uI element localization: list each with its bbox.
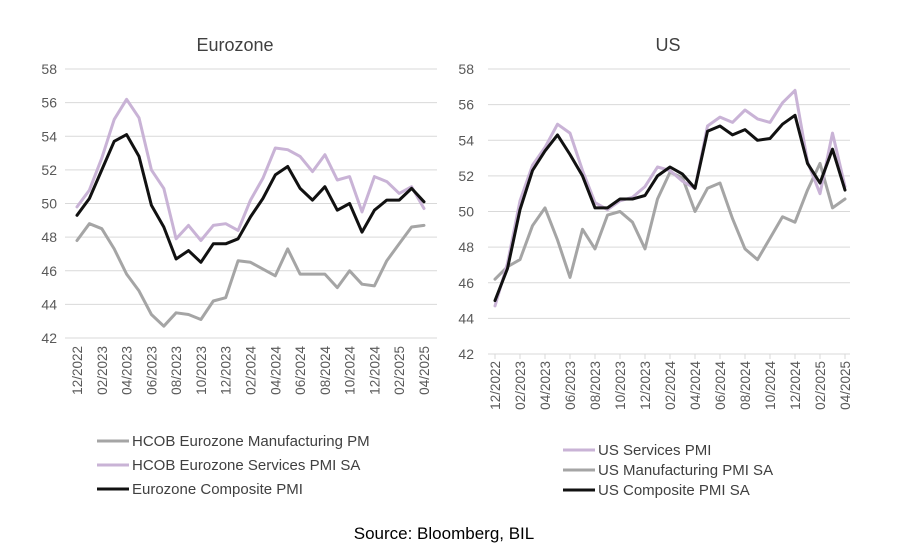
us-y-axis: 58 56 54 52 50 48 46 44 42 (458, 61, 474, 362)
us-legend-label-composite: US Composite PMI SA (598, 482, 750, 499)
eurozone-y-tick-label: 58 (41, 61, 57, 77)
us-y-tick-label: 44 (458, 310, 474, 326)
eurozone-x-tick-label: 10/2024 (343, 346, 358, 395)
eurozone-legend-label-manufacturing: HCOB Eurozone Manufacturing PM (132, 433, 370, 450)
us-manufacturing-line (493, 161, 847, 281)
us-legend-item-manufacturing: US Manufacturing PMI SA (563, 462, 773, 479)
us-chart-title: US (655, 35, 680, 55)
eurozone-x-tick-label: 04/2024 (268, 346, 283, 395)
eurozone-chart: Eurozone 58 56 54 52 50 48 46 44 42 12/2022 02/20… (41, 35, 437, 498)
eurozone-legend-label-services: HCOB Eurozone Services PMI SA (132, 457, 360, 474)
eurozone-legend: HCOB Eurozone Manufacturing PM HCOB Euroz… (97, 433, 370, 498)
us-y-tick-label: 48 (458, 239, 474, 255)
us-services-line (493, 88, 847, 308)
us-legend-label-manufacturing: US Manufacturing PMI SA (598, 462, 773, 479)
us-x-tick-label: 10/2023 (613, 361, 628, 410)
us-series (493, 88, 847, 308)
eurozone-x-tick-label: 06/2024 (293, 346, 308, 395)
us-x-tick-label: 06/2023 (563, 361, 578, 410)
source-caption: Source: Bloomberg, BIL (354, 524, 534, 543)
eurozone-x-tick-label: 02/2023 (95, 346, 110, 395)
eurozone-x-tick-label: 12/2022 (70, 346, 85, 395)
eurozone-x-tick-label: 10/2023 (194, 346, 209, 395)
us-composite-line (493, 113, 847, 303)
eurozone-manufacturing-line (75, 222, 426, 328)
us-legend-item-services: US Services PMI (563, 442, 711, 459)
eurozone-series (75, 97, 426, 328)
eurozone-legend-item-manufacturing: HCOB Eurozone Manufacturing PM (97, 433, 370, 450)
eurozone-x-tick-label: 12/2023 (219, 346, 234, 395)
us-x-tick-label: 10/2024 (763, 361, 778, 410)
eurozone-x-tick-label: 06/2023 (144, 346, 159, 395)
us-legend: US Services PMI US Manufacturing PMI SA US… (563, 442, 773, 499)
eurozone-legend-label-composite: Eurozone Composite PMI (132, 481, 303, 498)
eurozone-y-tick-label: 48 (41, 229, 57, 245)
us-y-tick-label: 54 (458, 132, 474, 148)
us-x-tick-label: 04/2025 (838, 361, 853, 410)
eurozone-y-tick-label: 52 (41, 162, 57, 178)
eurozone-x-tick-label: 02/2025 (392, 346, 407, 395)
us-x-tick-label: 08/2024 (738, 361, 753, 410)
us-x-tick-label: 12/2022 (488, 361, 503, 410)
eurozone-x-tick-label: 12/2024 (367, 346, 382, 395)
us-x-tick-label: 02/2023 (513, 361, 528, 410)
eurozone-services-line (75, 97, 426, 242)
eurozone-y-tick-label: 44 (41, 296, 57, 312)
us-y-tick-label: 56 (458, 97, 474, 113)
eurozone-y-tick-label: 46 (41, 263, 57, 279)
us-legend-label-services: US Services PMI (598, 442, 711, 459)
us-x-tick-label: 04/2023 (538, 361, 553, 410)
us-y-tick-label: 52 (458, 168, 474, 184)
us-x-tick-label: 12/2024 (788, 361, 803, 410)
eurozone-x-tick-label: 04/2025 (417, 346, 432, 395)
eurozone-chart-title: Eurozone (196, 35, 273, 55)
eurozone-y-tick-label: 54 (41, 128, 57, 144)
us-y-tick-label: 58 (458, 61, 474, 77)
us-x-tick-label: 02/2025 (813, 361, 828, 410)
eurozone-legend-item-services: HCOB Eurozone Services PMI SA (97, 457, 360, 474)
eurozone-y-tick-label: 42 (41, 330, 57, 346)
eurozone-x-tick-label: 08/2024 (318, 346, 333, 395)
eurozone-x-tick-label: 04/2023 (120, 346, 135, 395)
eurozone-x-tick-label: 02/2024 (244, 346, 259, 395)
eurozone-y-tick-label: 56 (41, 95, 57, 111)
eurozone-x-axis: 12/2022 02/2023 04/2023 06/2023 08/2023 10/20… (70, 346, 432, 395)
eurozone-y-tick-label: 50 (41, 196, 57, 212)
us-x-tick-label: 04/2024 (688, 361, 703, 410)
eurozone-x-tick-label: 08/2023 (169, 346, 184, 395)
us-y-tick-label: 42 (458, 346, 474, 362)
us-chart: US 58 56 54 52 50 48 46 44 42 12/2022 02/2023 04/2… (458, 35, 853, 499)
us-x-tick-label: 12/2023 (638, 361, 653, 410)
us-x-tick-label: 08/2023 (588, 361, 603, 410)
us-x-tick-label: 02/2024 (663, 361, 678, 410)
us-legend-item-composite: US Composite PMI SA (563, 482, 750, 499)
eurozone-composite-line (75, 133, 426, 264)
eurozone-legend-item-composite: Eurozone Composite PMI (97, 481, 303, 498)
us-y-tick-label: 50 (458, 204, 474, 220)
eurozone-y-axis: 58 56 54 52 50 48 46 44 42 (41, 61, 57, 346)
us-x-tick-label: 06/2024 (713, 361, 728, 410)
us-x-axis: 12/2022 02/2023 04/2023 06/2023 08/2023 10/20… (488, 354, 853, 410)
us-y-tick-label: 46 (458, 275, 474, 291)
